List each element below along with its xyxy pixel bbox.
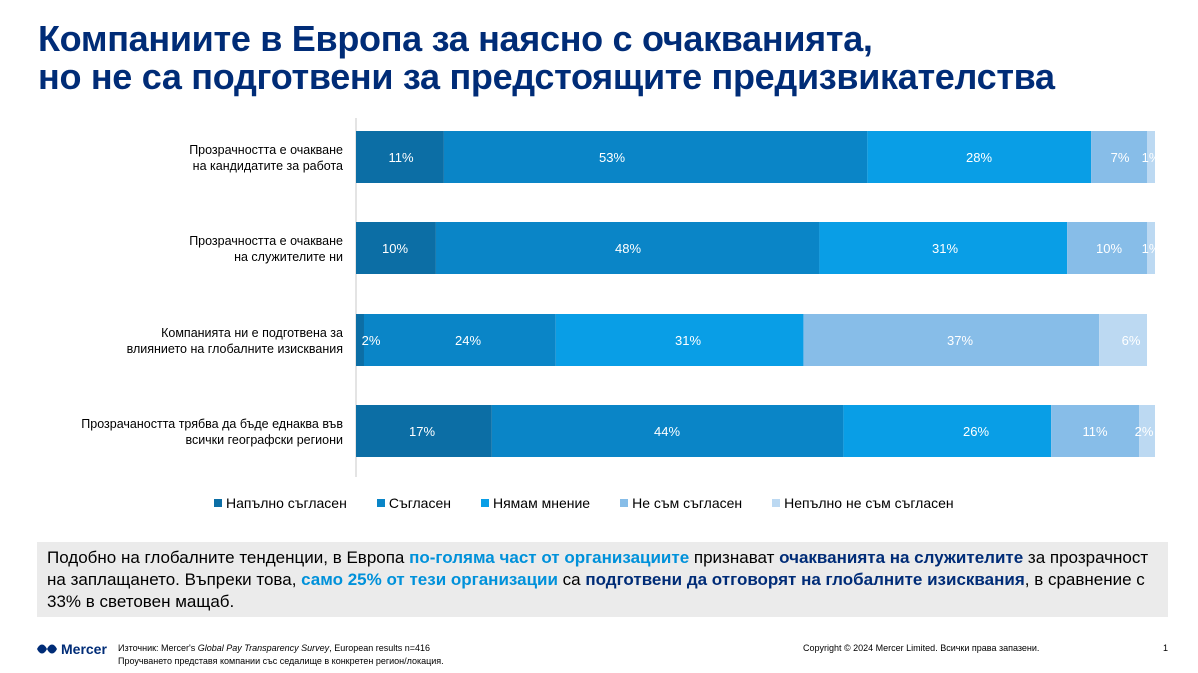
bar-segment xyxy=(1099,314,1148,366)
bar-segment xyxy=(491,405,844,457)
legend-swatch xyxy=(620,499,629,507)
legend-label: Нямам мнение xyxy=(492,495,591,511)
summary-callout: Подобно на глобалните тенденции, в Европ… xyxy=(37,542,1168,617)
callout-text-4: са xyxy=(557,570,586,589)
legend-label: Не съм съгласен xyxy=(632,495,743,511)
category-label: всички географски региони xyxy=(185,433,343,447)
source-suffix: , European results n=416 xyxy=(329,643,431,653)
data-label: 11% xyxy=(1082,424,1107,439)
legend-swatch xyxy=(214,499,222,507)
data-label: 10% xyxy=(1096,241,1122,256)
bar-segment xyxy=(1091,131,1148,183)
category-label: на служителите ни xyxy=(234,250,343,264)
bar-segment xyxy=(363,314,556,366)
data-label: 31% xyxy=(932,241,958,256)
category-label: на кандидатите за работа xyxy=(193,159,343,173)
callout-text-3: за прозрачност на заплащането. Въпреки т… xyxy=(47,548,1149,589)
callout-text-1: Подобно на глобалните тенденции, в Европ… xyxy=(47,548,410,567)
data-label: 2% xyxy=(362,333,381,348)
data-label: 11% xyxy=(388,150,413,165)
category-label: Компанията ни е подготвена за xyxy=(161,326,343,340)
bar-segment xyxy=(867,131,1092,183)
bar-segment xyxy=(1139,405,1155,457)
bar-segment xyxy=(356,131,444,183)
data-label: 1% xyxy=(1142,150,1161,165)
legend-label: Непълно не съм съгласен xyxy=(784,495,954,511)
callout-strong-1: очакванията на служителите xyxy=(779,548,1024,567)
data-label: 24% xyxy=(455,333,481,348)
bar-segment xyxy=(1051,405,1140,457)
legend-swatch xyxy=(376,499,385,507)
category-label: Прозрачността е очакване xyxy=(189,234,343,248)
title-line-2: но не са подготвени за предстоящите пред… xyxy=(38,56,1055,97)
bar-segment xyxy=(555,314,804,366)
callout-highlight-2: само 25% от тези организации xyxy=(301,570,558,589)
callout-text-5: , в сравнение с 33% в световен мащаб. xyxy=(47,570,1145,611)
source-note: Проучването представя компании със седал… xyxy=(118,656,444,666)
legend-item: Не съм съгласен xyxy=(620,495,742,511)
legend-label: Напълно съгласен xyxy=(226,495,347,511)
bar-segment xyxy=(443,131,868,183)
category-label: влиянието на глобалните изисквания xyxy=(127,342,343,356)
data-label: 53% xyxy=(599,150,625,165)
title-line-1: Компаниите в Европа за наясно с очаквани… xyxy=(38,18,873,59)
page-title: Компаниите в Европа за наясно с очаквани… xyxy=(38,20,1055,96)
bar-segment xyxy=(803,314,1100,366)
bar-segment xyxy=(843,405,1052,457)
data-label: 6% xyxy=(1122,333,1141,348)
source-survey-name: Global Pay Transparency Survey xyxy=(197,643,330,653)
data-label: 28% xyxy=(966,150,992,165)
legend-label: Съгласен xyxy=(388,495,451,511)
bar-segment xyxy=(356,314,364,366)
mercer-logo-text: Mercer xyxy=(61,641,107,657)
category-label: Прозрачаността трябва да бъде еднаква въ… xyxy=(81,417,343,431)
data-label: 26% xyxy=(963,424,989,439)
chart-legend: Напълно съгласен Съгласен Нямам мнение Не с… xyxy=(214,495,954,511)
data-label: 1% xyxy=(1142,241,1161,256)
bar-segment xyxy=(1067,222,1148,274)
data-label: 10% xyxy=(382,241,408,256)
data-label: 48% xyxy=(615,241,641,256)
bar-segment xyxy=(356,222,436,274)
legend-swatch xyxy=(480,499,489,507)
footer-source: Източник: Mercer's Global Pay Transparen… xyxy=(118,642,444,668)
bar-segment xyxy=(819,222,1068,274)
data-label: 37% xyxy=(947,333,973,348)
callout-highlight-1: по-голяма част от организациите xyxy=(409,548,690,567)
data-label: 17% xyxy=(409,424,435,439)
bar-segment xyxy=(1147,131,1155,183)
legend-item: Напълно съгласен xyxy=(214,495,347,511)
source-prefix: Източник: Mercer's xyxy=(118,643,198,653)
bar-segment xyxy=(435,222,820,274)
stacked-bar-chart: 11% 53% 28% 7% 1% 10% 48% 31% 10% 1% 2% 24% 31% 37% 17… xyxy=(81,118,1161,477)
mercer-logo-icon xyxy=(37,644,57,654)
data-label: 44% xyxy=(654,424,680,439)
legend-item: Непълно не съм съгласен xyxy=(772,495,954,511)
bar-segment xyxy=(1147,222,1155,274)
legend-item: Съгласен xyxy=(376,495,451,511)
mercer-logo: Mercer xyxy=(37,641,107,657)
legend-swatch xyxy=(772,499,781,507)
callout-strong-2: подготвени да отговорят на глобалните из… xyxy=(585,570,1025,589)
data-label: 2% xyxy=(1135,424,1154,439)
bar-segment xyxy=(356,405,492,457)
category-label: Прозрачността е очакване xyxy=(189,143,343,157)
page-number: 1 xyxy=(1163,643,1169,653)
data-label: 31% xyxy=(675,333,701,348)
data-label: 7% xyxy=(1111,150,1130,165)
legend-item: Нямам мнение xyxy=(480,495,591,511)
callout-text-2: признават xyxy=(689,548,780,567)
copyright: Copyright © 2024 Mercer Limited. Всички … xyxy=(803,643,1040,653)
